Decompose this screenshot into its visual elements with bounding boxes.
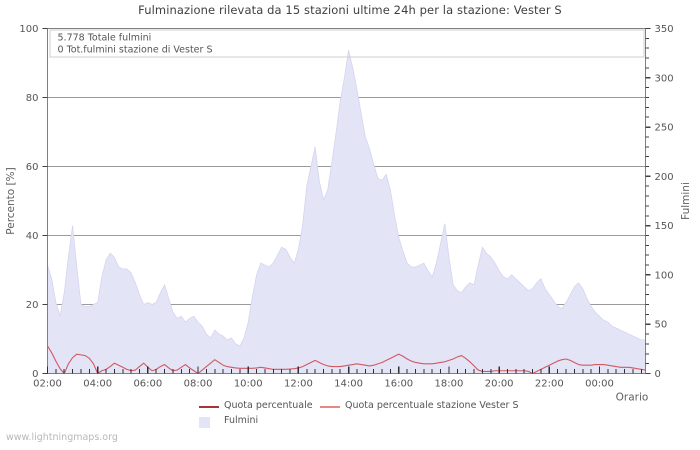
xtick-label: 20:00 — [485, 379, 514, 390]
series-area-fulmini — [47, 50, 646, 374]
axis-title-bottom: Orario — [616, 392, 649, 404]
xtick-label: 22:00 — [535, 379, 564, 390]
ytick-label-left: 0 — [32, 369, 38, 380]
xtick-label: 12:00 — [284, 379, 313, 390]
series-line-quota-percentuale-stazione — [47, 345, 646, 375]
ytick-label-right: 150 — [655, 221, 674, 232]
xtick-label: 04:00 — [83, 379, 112, 390]
annotation-total-fulmini: 5.778 Totale fulmini — [58, 33, 152, 44]
ytick-label-left: 20 — [26, 300, 39, 311]
ytick-label-left: 100 — [19, 24, 38, 35]
xtick-label: 06:00 — [133, 379, 162, 390]
xtick-label: 08:00 — [184, 379, 213, 390]
ytick-label-left: 60 — [26, 162, 39, 173]
annotation-box — [49, 29, 645, 58]
ytick-label-left: 40 — [26, 231, 39, 242]
ytick-label-right: 200 — [655, 172, 674, 183]
xtick-label: 02:00 — [33, 379, 62, 390]
legend-label-quota-percentuale: Quota percentuale — [224, 400, 313, 411]
axis-title-right: Fulmini — [680, 182, 692, 220]
annotation-station-fulmini: 0 Tot.fulmini stazione di Vester S — [58, 45, 213, 56]
watermark: www.lightningmaps.org — [6, 432, 118, 443]
legend-swatch-fulmini — [199, 417, 210, 428]
ytick-label-right: 100 — [655, 270, 674, 281]
ytick-label-right: 0 — [655, 369, 661, 380]
legend-swatch-quota-percentuale-stazione — [320, 406, 340, 408]
xtick-label: 16:00 — [384, 379, 413, 390]
ytick-label-right: 250 — [655, 123, 674, 134]
xtick-label: 14:00 — [334, 379, 363, 390]
ytick-label-right: 350 — [655, 24, 674, 35]
axis-title-left: Percento [%] — [5, 167, 17, 234]
xtick-label: 00:00 — [585, 379, 614, 390]
ytick-label-right: 300 — [655, 73, 674, 84]
page-title: Fulminazione rilevata da 15 stazioni ult… — [138, 3, 562, 17]
xtick-label: 18:00 — [435, 379, 464, 390]
xtick-label: 10:00 — [234, 379, 263, 390]
ytick-label-left: 80 — [26, 93, 39, 104]
legend-swatch-quota-percentuale — [199, 406, 219, 408]
ytick-label-right: 50 — [655, 320, 668, 331]
legend-label-fulmini: Fulmini — [224, 415, 259, 426]
legend-label-quota-percentuale-stazione: Quota percentuale stazione Vester S — [345, 400, 519, 411]
